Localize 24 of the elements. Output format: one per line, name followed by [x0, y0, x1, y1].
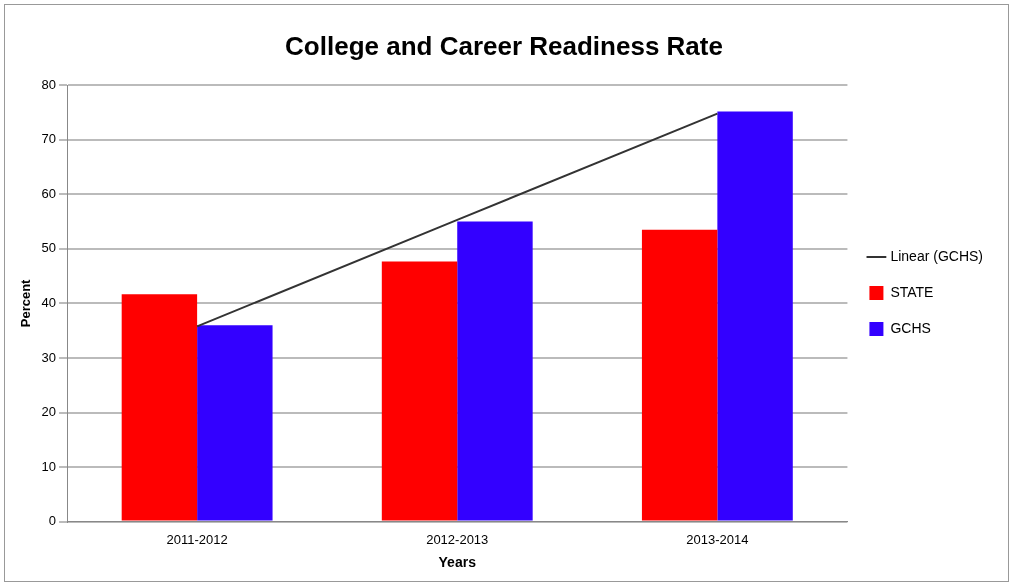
bar [197, 325, 273, 521]
y-tick-label: 60 [41, 185, 57, 201]
bar [121, 294, 198, 521]
bar [457, 221, 533, 521]
y-tick-label: 70 [41, 131, 57, 147]
y-tick-label: 10 [41, 458, 57, 474]
x-tick-label: 2013-2014 [686, 531, 749, 547]
y-tick-label: 50 [41, 240, 57, 256]
y-axis-title: Percent [18, 278, 34, 328]
x-tick-label: 2012-2013 [426, 531, 489, 547]
legend-label: Linear (GCHS) [890, 247, 984, 264]
chart-title: College and Career Readiness Rate [285, 30, 723, 61]
y-tick-label: 80 [41, 76, 57, 92]
y-tick-label: 20 [41, 404, 57, 420]
x-axis-title: Years [438, 554, 477, 571]
bar [717, 111, 793, 521]
legend-label: GCHS [890, 319, 931, 336]
y-tick-label: 0 [48, 513, 57, 529]
y-tick-label: 40 [41, 294, 57, 310]
legend-label: STATE [890, 283, 934, 300]
y-tick-label: 30 [41, 349, 57, 365]
bar [381, 261, 458, 521]
bar [641, 229, 718, 521]
x-tick-label: 2011-2012 [166, 531, 228, 547]
